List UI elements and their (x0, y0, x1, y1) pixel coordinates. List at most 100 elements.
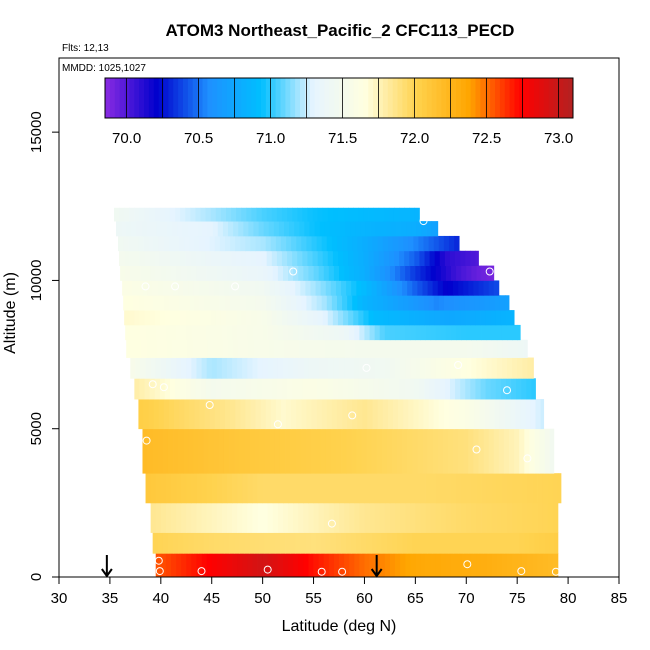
heatmap-cell (354, 553, 360, 578)
heatmap-cell (440, 502, 447, 533)
heatmap-cell (252, 473, 258, 504)
heatmap-cell (542, 473, 549, 504)
heatmap-cell (132, 280, 138, 296)
heatmap-cell (507, 553, 513, 578)
heatmap-cell (310, 428, 316, 474)
heatmap-cell (252, 265, 258, 281)
heatmap-cell (435, 357, 442, 379)
heatmap-cell (221, 324, 228, 341)
heatmap-cell (247, 324, 253, 341)
heatmap-cell (339, 324, 345, 341)
colorbar-segment (353, 78, 359, 118)
y-tick-label: 0 (28, 573, 45, 581)
heatmap-cell (432, 532, 439, 554)
heatmap-cell (201, 265, 208, 281)
heatmap-cell (190, 207, 196, 222)
heatmap-cell (329, 339, 336, 358)
colorbar-tick-labels: 70.0 70.5 71.0 71.5 72.0 72.5 73.0 (112, 130, 573, 147)
heatmap-cell (428, 399, 435, 430)
heatmap-cell (306, 235, 312, 252)
heatmap-cell (135, 357, 141, 379)
heatmap-cell (413, 399, 419, 430)
heatmap-cell (267, 553, 274, 578)
heatmap-cell (210, 310, 217, 326)
heatmap-cell (351, 532, 357, 554)
heatmap-cell (288, 265, 294, 281)
heatmap-cell (124, 310, 130, 326)
heatmap-cell (444, 250, 451, 266)
heatmap-cell (302, 378, 308, 400)
heatmap-cell (401, 339, 407, 358)
heatmap-cell (235, 235, 241, 252)
heatmap-cell (231, 250, 237, 266)
heatmap-cell (286, 399, 292, 430)
sample-point (517, 567, 526, 576)
heatmap-cell (251, 250, 257, 266)
heatmap-cell (319, 339, 326, 358)
heatmap-cell (327, 378, 334, 400)
heatmap-cell (372, 399, 379, 430)
colorbar-segment (431, 78, 437, 118)
heatmap-cell (134, 310, 140, 326)
heatmap-cell (340, 339, 346, 358)
heatmap-cell (155, 324, 162, 341)
heatmap-cell (309, 221, 315, 237)
heatmap-cell (468, 532, 474, 554)
heatmap-cell (522, 473, 528, 504)
heatmap-cell (169, 378, 176, 400)
heatmap-cell (176, 502, 182, 533)
heatmap-cell (159, 207, 166, 222)
heatmap-cell (516, 378, 522, 400)
heatmap-cell (205, 310, 212, 326)
heatmap-cell (153, 235, 160, 252)
heatmap-cell (351, 428, 357, 474)
heatmap-cell (320, 280, 327, 296)
heatmap-cell (169, 250, 176, 266)
heatmap-cell (408, 235, 414, 252)
heatmap-cell (554, 532, 559, 554)
heatmap-cell (206, 265, 213, 281)
chart-title: ATOM3 Northeast_Pacific_2 CFC113_PECD (166, 21, 515, 40)
heatmap-cell (232, 357, 238, 379)
heatmap-cell (323, 265, 330, 281)
colorbar-segment (295, 78, 301, 118)
heatmap-cell (296, 399, 302, 430)
heatmap-cell (413, 235, 419, 252)
heatmap-cell (471, 502, 477, 533)
heatmap-cell (539, 428, 546, 474)
heatmap-cell (149, 207, 156, 222)
heatmap-cell (208, 280, 215, 296)
heatmap-cell (221, 553, 228, 578)
colorbar-segment (109, 78, 116, 118)
heatmap-cell (435, 324, 442, 341)
heatmap-cell (121, 221, 127, 237)
heatmap-cell (134, 250, 140, 266)
heatmap-cell (435, 553, 442, 578)
heatmap-cell (387, 235, 394, 252)
heatmap-cell (161, 221, 168, 237)
heatmap-cell (149, 378, 156, 400)
heatmap-cell (405, 553, 411, 578)
heatmap-cell (498, 428, 505, 474)
heatmap-cell (294, 221, 300, 237)
heatmap-cell (445, 265, 452, 281)
heatmap-cell (540, 399, 545, 430)
heatmap-cell (236, 250, 242, 266)
heatmap-cell (352, 295, 358, 311)
heatmap-cell (361, 428, 367, 474)
colorbar-segment (509, 78, 515, 118)
heatmap-cell (427, 532, 434, 554)
heatmap-cell (254, 428, 260, 474)
heatmap-cell (505, 378, 512, 400)
heatmap-cell (298, 553, 304, 578)
heatmap-cell (183, 428, 189, 474)
heatmap-cell (177, 339, 183, 358)
heatmap-cell (167, 532, 174, 554)
heatmap-cell (353, 310, 359, 326)
heatmap-cell (288, 357, 294, 379)
heatmap-cell (152, 532, 159, 554)
heatmap-cell (419, 250, 425, 266)
heatmap-cell (145, 473, 152, 504)
heatmap-cell (354, 324, 360, 341)
heatmap-cell (283, 553, 289, 578)
